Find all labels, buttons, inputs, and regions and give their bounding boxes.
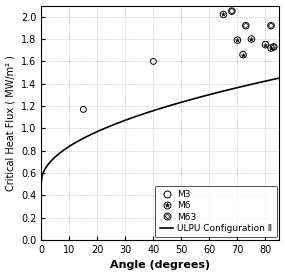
Point xyxy=(269,46,273,50)
Point xyxy=(221,12,226,17)
Point xyxy=(244,23,248,28)
Point xyxy=(263,43,268,47)
Point xyxy=(235,38,240,43)
Point xyxy=(249,37,254,41)
Point xyxy=(269,46,273,50)
Point xyxy=(249,37,254,41)
Legend: M3, M6, M63, ULPU Configuration Ⅱ: M3, M6, M63, ULPU Configuration Ⅱ xyxy=(155,185,277,237)
Point xyxy=(269,23,273,28)
Point xyxy=(221,12,226,17)
Point xyxy=(151,59,156,63)
Point xyxy=(235,38,240,43)
Point xyxy=(229,9,234,13)
Point xyxy=(241,52,245,57)
Point xyxy=(229,9,234,13)
X-axis label: Angle (degrees): Angle (degrees) xyxy=(110,261,210,270)
Point xyxy=(272,45,276,49)
Point xyxy=(244,23,248,28)
Y-axis label: Critical Heat Flux ( MW/m² ): Critical Heat Flux ( MW/m² ) xyxy=(5,55,16,191)
Point xyxy=(263,43,268,47)
Point xyxy=(269,23,273,28)
Point xyxy=(241,52,245,57)
Point xyxy=(272,45,276,49)
Point xyxy=(81,107,86,112)
